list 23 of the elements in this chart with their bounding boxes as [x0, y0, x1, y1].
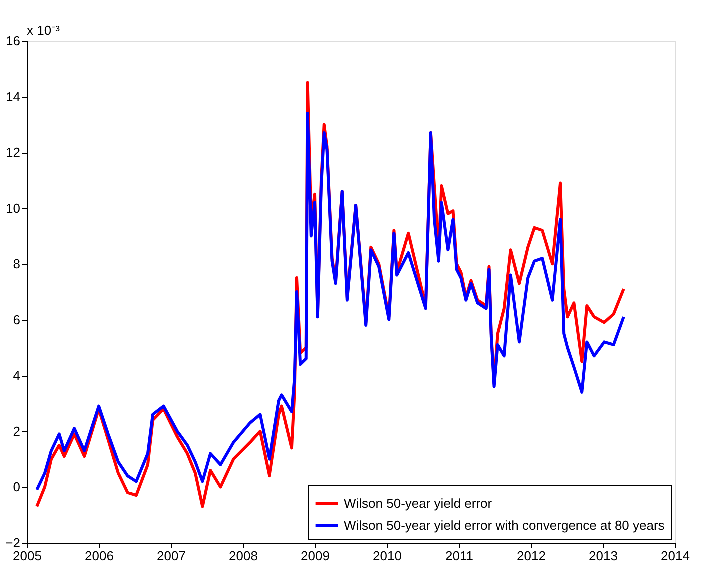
x-tick-label: 2011 — [446, 548, 474, 564]
x-tick-label: 2012 — [517, 548, 546, 564]
y-tick-label: 12 — [6, 145, 20, 160]
y-tick-label: 8 — [13, 256, 20, 272]
x-tick-label: 2008 — [229, 548, 258, 564]
x-tick-label: 2013 — [589, 548, 618, 564]
legend-label: Wilson 50-year yield error — [344, 496, 493, 511]
y-tick-label: 0 — [13, 480, 20, 495]
y-tick-label: 10 — [6, 200, 20, 216]
x-tick-label: 2007 — [157, 548, 186, 564]
y-tick-label: 2 — [13, 424, 20, 439]
x-tick-label: 2006 — [85, 548, 114, 564]
y-tick-label: 14 — [6, 89, 20, 104]
y-tick-label: 4 — [13, 368, 20, 384]
legend-label: Wilson 50-year yield error with convergence at 80 years — [344, 518, 666, 533]
y-tick-label: 16 — [6, 34, 20, 48]
x-tick-label: 2014 — [661, 548, 690, 564]
y-tick-label: 6 — [13, 312, 20, 328]
text: x 10⁻³ — [27, 23, 61, 38]
x-tick-label: 2010 — [373, 548, 402, 564]
x-tick-label: 2005 — [13, 548, 42, 564]
x-tick-label: 2009 — [301, 548, 330, 564]
y-tick-label: −2 — [6, 536, 20, 550]
